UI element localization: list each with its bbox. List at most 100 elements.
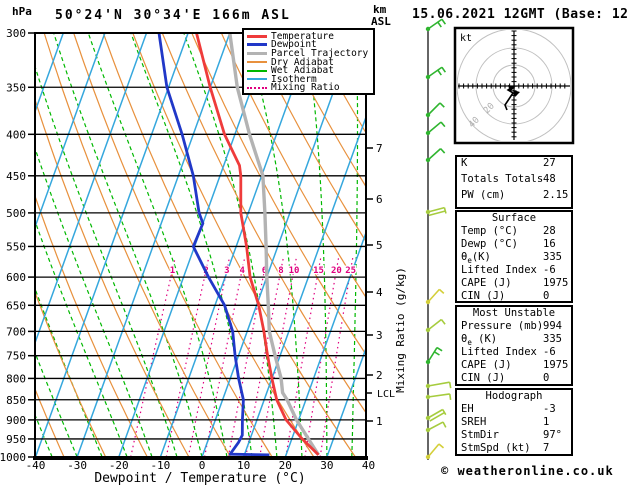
stat-row: Totals Totals 48 (457, 173, 571, 189)
stat-row: Pressure (mb) 994 (457, 320, 571, 333)
pressure-tick-label: 650 (6, 299, 26, 312)
stat-value: -6 (543, 346, 556, 358)
legend-swatch (247, 43, 267, 47)
temp-tick-label: 0 (199, 459, 206, 472)
legend-label: Isotherm (271, 73, 317, 85)
mixing-ratio-value-label: 25 (345, 266, 356, 276)
isotherm-line (35, 33, 106, 230)
wind-barb (425, 121, 446, 136)
stat-row: StmDir 97° (457, 429, 571, 442)
wet-adiabat-line (244, 33, 303, 457)
pressure-tick-label: 300 (6, 27, 26, 40)
wind-barb (425, 102, 445, 118)
isotherm-line (35, 33, 148, 346)
stat-row: θe(K) 335 (457, 251, 571, 266)
mixing-ratio-value-label: 8 (278, 266, 283, 276)
pressure-tick-label: 1000 (0, 451, 26, 464)
sounding-curves (157, 33, 320, 457)
panel-title: Surface (491, 212, 537, 224)
dry-adiabat-line (279, 33, 366, 188)
stat-row: θe (K) 335 (457, 333, 571, 348)
panel-title: Hodograph (485, 390, 543, 402)
wind-barb (425, 421, 447, 433)
stat-value: 1975 (543, 277, 569, 289)
hodograph-unit-label: kt (460, 33, 472, 44)
stat-row: Lifted Index -6 (457, 346, 571, 359)
legend-label: Mixing Ratio (271, 82, 340, 94)
hodograph-ring-label: 20 (482, 101, 497, 116)
wind-barb (425, 393, 452, 400)
legend-swatch (247, 69, 267, 72)
stat-label: CAPE (J) (461, 277, 512, 289)
mixing-ratio-value-label: 4 (239, 266, 245, 276)
stat-label: Lifted Index (461, 346, 537, 358)
stat-value: 97° (543, 429, 562, 441)
stat-row: Dewp (°C) 16 (457, 238, 571, 251)
run-date-label: 15.06.2021 12GMT (Base: 12) (412, 7, 629, 22)
mixing-ratio-axis-title: Mixing Ratio (g/kg) (394, 267, 407, 393)
mixing-ratio-value-label: 10 (289, 266, 300, 276)
wind-barb (425, 443, 445, 460)
stat-row: CIN (J) 0 (457, 372, 571, 385)
stat-label: PW (cm) (461, 189, 506, 201)
stat-row: PW (cm) 2.15 (457, 189, 571, 205)
dry-adiabat-line (132, 33, 356, 457)
dry-adiabat-line (35, 194, 148, 457)
isotherm-line (201, 33, 356, 457)
isotherm-line (159, 33, 314, 457)
km-tick-label: 2 (376, 369, 383, 382)
km-tick-label: 1 (376, 415, 383, 428)
pressure-tick-label: 850 (6, 394, 26, 407)
stat-value: -6 (543, 264, 556, 276)
mixing-ratio-line (187, 256, 231, 457)
legend-item-wet-adiabat: Wet Adiabat (247, 66, 373, 75)
stat-value: 48 (543, 173, 556, 185)
panel-title: Most Unstable (472, 307, 556, 319)
hodograph-border (453, 26, 575, 145)
legend-item-isotherm: Isotherm (247, 75, 373, 84)
legend-box: Temperature Dewpoint Parcel Trajectory Dry … (242, 28, 375, 96)
dry-adiabat-line (35, 97, 190, 457)
stat-row: CAPE (J) 1975 (457, 359, 571, 372)
dry-adiabat-line (161, 33, 366, 414)
stat-label: CIN (J) (461, 372, 506, 384)
legend-swatch (247, 61, 267, 64)
hodograph-arrowhead (513, 90, 520, 97)
temp-tick-label: 30 (320, 459, 333, 472)
legend-swatch (247, 51, 267, 55)
stat-value: 1 (543, 416, 550, 428)
km-tick-label: 4 (376, 286, 383, 299)
pressure-tick-label: 400 (6, 128, 26, 141)
dry-adiabat-line (73, 33, 273, 457)
stat-row: SREH 1 (457, 416, 571, 429)
pressure-tick-label: 350 (6, 81, 26, 94)
hodograph-trace (504, 85, 515, 111)
isotherm-line (35, 33, 65, 114)
stat-label: θe (K) (461, 333, 498, 348)
asl-axis-unit-label: ASL (371, 15, 391, 28)
pressure-tick-label: 450 (6, 170, 26, 183)
stat-row: EH -3 (457, 403, 571, 416)
stat-value: 335 (543, 251, 562, 263)
series-temperature (195, 33, 320, 456)
stats-panel-surface: Surface Temp (°C) 28 Dewp (°C) 16 θe(K) 335 Lif… (455, 210, 573, 303)
dry-adiabat-line (309, 33, 366, 134)
wind-barb (425, 206, 447, 217)
lcl-label: LCL (377, 389, 395, 400)
stat-value: 994 (543, 320, 562, 332)
mixing-ratio-line (285, 256, 322, 457)
legend-item-parcel-trajectory: Parcel Trajectory (247, 49, 373, 58)
legend-label: Wet Adiabat (271, 65, 334, 77)
wind-barb (425, 318, 446, 333)
legend-item-temperature: Temperature (247, 32, 373, 41)
temp-tick-label: -20 (109, 459, 129, 472)
wind-barb (425, 346, 443, 365)
stats-panel-indices: K 27 Totals Totals 48 PW (cm) 2.15 (455, 155, 573, 209)
hodograph-arrowhead (508, 85, 515, 92)
stat-label: θe(K) (461, 251, 491, 266)
mixing-ratio-value-label: 20 (331, 266, 342, 276)
pressure-tick-label: 750 (6, 350, 26, 363)
stat-row: Temp (°C) 28 (457, 225, 571, 238)
mixing-ratio-value-label: 1 (170, 266, 175, 276)
